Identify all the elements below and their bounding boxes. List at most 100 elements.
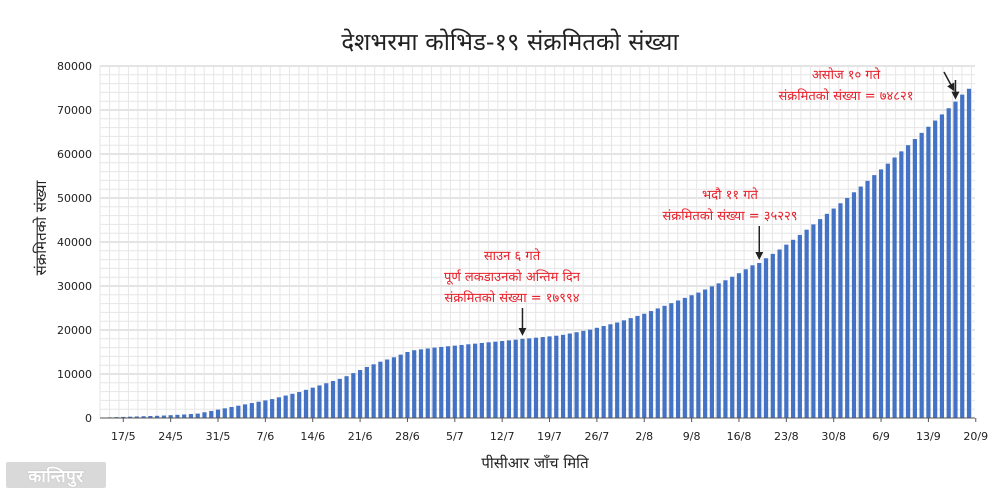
bar <box>310 387 315 418</box>
y-tick-label: 80000 <box>57 60 92 73</box>
bar <box>736 273 742 418</box>
x-tick-labels: 17/5 24/5 31/5 7/6 14/6 21/6 28/6 5/7 12/7 19/7 26… <box>111 418 988 443</box>
bar <box>506 340 512 418</box>
bar <box>960 94 965 418</box>
bar <box>357 370 363 418</box>
bar <box>473 343 478 418</box>
annotation-arrow <box>943 71 955 92</box>
bar <box>770 253 775 418</box>
bar <box>838 203 843 418</box>
bar <box>405 352 410 418</box>
bar <box>432 347 437 418</box>
bar <box>933 120 938 418</box>
x-tick-label: 7/6 <box>257 430 275 443</box>
bar <box>121 416 126 418</box>
bar <box>182 414 187 418</box>
x-tick-label: 26/7 <box>585 430 610 443</box>
x-tick-label: 21/6 <box>348 430 373 443</box>
bar <box>527 338 532 418</box>
y-tick-labels: 0 10000 20000 30000 40000 50000 60000 70000 8000… <box>57 60 92 425</box>
y-tick-label: 0 <box>85 412 92 425</box>
x-tick-label: 6/9 <box>872 430 890 443</box>
bar <box>926 126 931 418</box>
bar <box>615 322 620 418</box>
bar <box>818 219 823 418</box>
bar <box>757 262 762 418</box>
bar <box>750 265 755 418</box>
bar <box>581 330 586 418</box>
bar <box>953 101 958 418</box>
bar <box>689 295 694 418</box>
y-tick-label: 50000 <box>57 192 92 205</box>
logo-text: कान्तिपुर <box>28 466 84 487</box>
y-tick-label: 70000 <box>57 104 92 117</box>
annotation-text: संक्रमितको संख्या = ३५२२९ <box>662 208 797 224</box>
x-tick-label: 28/6 <box>395 430 420 443</box>
y-tick-label: 40000 <box>57 236 92 249</box>
bar <box>824 213 830 418</box>
bar <box>851 192 857 418</box>
bar <box>899 151 904 419</box>
x-tick-label: 17/5 <box>111 430 136 443</box>
bar <box>669 303 674 418</box>
bar <box>161 415 166 418</box>
bar <box>188 414 194 418</box>
bar <box>621 320 627 418</box>
bar <box>236 405 241 418</box>
y-tick-label: 20000 <box>57 324 92 337</box>
bar <box>317 385 322 418</box>
bar <box>276 397 282 418</box>
x-axis-label: पीसीआर जाँच मिति <box>481 454 589 472</box>
bar <box>811 224 816 418</box>
bar <box>324 383 329 418</box>
bar <box>601 326 606 418</box>
bar <box>642 313 647 418</box>
bar <box>730 276 735 418</box>
bar <box>479 342 484 418</box>
bar <box>554 335 559 418</box>
bar <box>655 308 660 418</box>
bar <box>513 339 518 418</box>
y-tick-label: 30000 <box>57 280 92 293</box>
bar <box>906 145 911 418</box>
bar <box>588 329 593 418</box>
bar <box>344 376 349 418</box>
bar <box>547 336 552 418</box>
bar <box>784 244 789 418</box>
x-tick-label: 13/9 <box>916 430 941 443</box>
chart-title: देशभरमा कोभिड-१९ संक्रमितको संख्या <box>341 28 679 56</box>
bar <box>155 415 160 418</box>
x-tick-label: 19/7 <box>537 430 562 443</box>
x-tick-label: 2/8 <box>635 430 653 443</box>
bar <box>175 414 180 418</box>
bar <box>127 416 133 418</box>
bar <box>195 413 200 418</box>
bar <box>939 114 945 419</box>
bar <box>831 208 836 418</box>
bar <box>418 349 424 418</box>
y-axis-label: संक्रमितको संख्या <box>32 180 50 276</box>
bar <box>648 311 654 418</box>
bar <box>256 401 261 418</box>
bar <box>628 318 633 418</box>
bar <box>141 416 146 418</box>
bar <box>425 348 430 418</box>
bar <box>540 337 545 418</box>
bar <box>330 381 336 418</box>
kantipur-logo: कान्तिपुर <box>6 462 106 488</box>
bar <box>919 132 924 418</box>
bar <box>520 338 525 418</box>
annotation-text: भदौ ११ गते <box>702 187 759 203</box>
bar <box>777 249 782 418</box>
bar <box>168 415 173 418</box>
annotations: साउन ६ गते पूर्ण लकडाउनको अन्तिम दिन संक्र… <box>444 67 960 336</box>
bar <box>249 403 254 418</box>
bar <box>337 378 342 418</box>
bar <box>723 280 728 418</box>
bar <box>560 334 566 418</box>
bar <box>790 239 796 418</box>
bar <box>574 332 579 418</box>
bar <box>892 157 897 418</box>
x-tick-label: 9/8 <box>683 430 701 443</box>
